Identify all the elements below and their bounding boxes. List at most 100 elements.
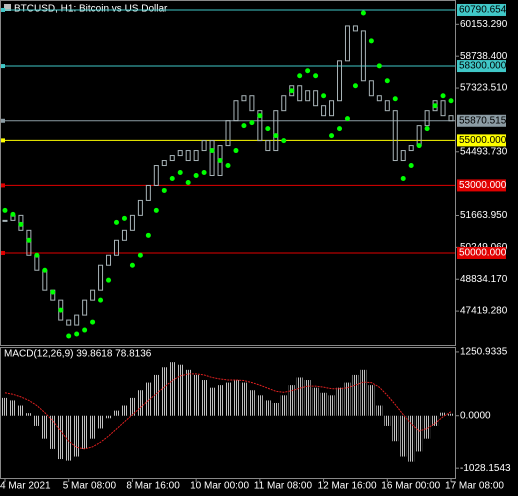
sar-dot <box>416 143 422 149</box>
candle <box>225 120 231 147</box>
macd-bar <box>248 390 255 416</box>
candle <box>376 95 382 102</box>
macd-bar <box>57 415 64 460</box>
sar-dot <box>209 148 215 154</box>
candle <box>145 184 151 201</box>
sar-dot <box>98 297 104 303</box>
level-label: 53000.000 <box>459 180 507 191</box>
chart-title: BTCUSD, H1: Bitcoin vs US Dollar <box>14 4 168 15</box>
macd-bar <box>296 377 303 416</box>
x-tick-label: 4 Mar 2021 <box>0 481 51 492</box>
sar-dot <box>113 219 119 225</box>
candle <box>209 140 215 176</box>
candle <box>408 145 414 152</box>
macd-bar <box>217 385 224 416</box>
macd-bar <box>384 415 391 426</box>
macd-bar <box>33 415 40 426</box>
sar-dot <box>50 289 56 295</box>
sar-dot <box>18 221 24 227</box>
candle <box>66 319 72 326</box>
candle <box>281 95 287 112</box>
candle <box>392 110 398 162</box>
candle <box>129 214 135 231</box>
sar-dot <box>257 113 263 119</box>
level-marker <box>1 138 5 143</box>
macd-bar <box>137 390 144 416</box>
macd-bar <box>153 374 160 416</box>
level-marker <box>1 64 5 69</box>
sar-dot <box>145 232 151 238</box>
macd-bar <box>113 410 120 416</box>
candle <box>18 214 24 231</box>
y-tick-label: 54493.730 <box>460 146 508 157</box>
candle <box>297 85 303 102</box>
macd-bar <box>280 395 287 416</box>
level-label: 60790.654 <box>459 5 507 16</box>
sar-dot <box>74 331 80 337</box>
macd-bar <box>256 395 263 416</box>
macd-bar <box>400 415 407 457</box>
candle <box>265 140 271 152</box>
level-label-box <box>457 3 506 16</box>
sar-dot <box>249 120 255 126</box>
level-label-box <box>457 179 506 192</box>
candle <box>273 110 279 152</box>
sar-dot <box>376 63 382 69</box>
macd-bar <box>304 380 311 416</box>
sar-dot <box>169 175 175 181</box>
y-tick-label: 60153.290 <box>460 19 508 30</box>
macd-bar <box>25 413 32 416</box>
level-label-box <box>457 246 506 259</box>
level-label: 55870.515 <box>459 115 507 126</box>
y-tick-label: 58738.400 <box>460 51 508 62</box>
candle <box>448 115 454 122</box>
sar-dot <box>440 93 446 99</box>
macd-bar <box>416 415 423 452</box>
sar-dot <box>201 169 207 175</box>
sar-dot <box>177 169 183 175</box>
sar-dot <box>2 207 8 213</box>
candle <box>193 150 199 162</box>
macd-bar <box>376 405 383 416</box>
candle <box>169 155 175 162</box>
candle <box>233 100 239 122</box>
x-tick-label: 8 Mar 16:00 <box>126 481 180 492</box>
sar-dot <box>129 262 135 268</box>
sar-dot <box>225 163 231 169</box>
level-label-box <box>457 60 506 73</box>
candle <box>400 150 406 162</box>
macd-bar <box>368 385 375 416</box>
macd-bar <box>177 364 184 416</box>
macd-bar <box>344 382 351 416</box>
candle <box>26 229 32 256</box>
sar-dot <box>82 327 88 333</box>
macd-bar <box>73 415 80 457</box>
candle <box>321 105 327 117</box>
macd-bar <box>105 415 112 419</box>
sar-dot <box>161 187 167 193</box>
candle <box>185 150 191 162</box>
candle <box>177 150 183 157</box>
level-label-box <box>457 134 506 147</box>
macd-bar <box>9 400 16 416</box>
candle <box>329 100 335 117</box>
level-marker <box>1 118 5 123</box>
candle <box>98 264 104 291</box>
macd-bar <box>328 395 335 416</box>
candle <box>121 229 127 241</box>
macd-bar <box>336 387 343 416</box>
sar-dot <box>153 207 159 213</box>
macd-bar <box>209 387 216 416</box>
macd-bar <box>424 415 431 439</box>
sar-dot <box>137 252 143 258</box>
macd-bar <box>448 413 455 416</box>
sar-dot <box>408 163 414 169</box>
macd-bar <box>240 382 247 416</box>
candle <box>137 199 143 216</box>
candle <box>368 80 374 97</box>
sar-dot <box>185 179 191 185</box>
candle <box>74 314 80 326</box>
sar-dot <box>265 126 271 132</box>
x-tick-label: 10 Mar 00:00 <box>190 481 249 492</box>
sar-dot <box>337 126 343 132</box>
